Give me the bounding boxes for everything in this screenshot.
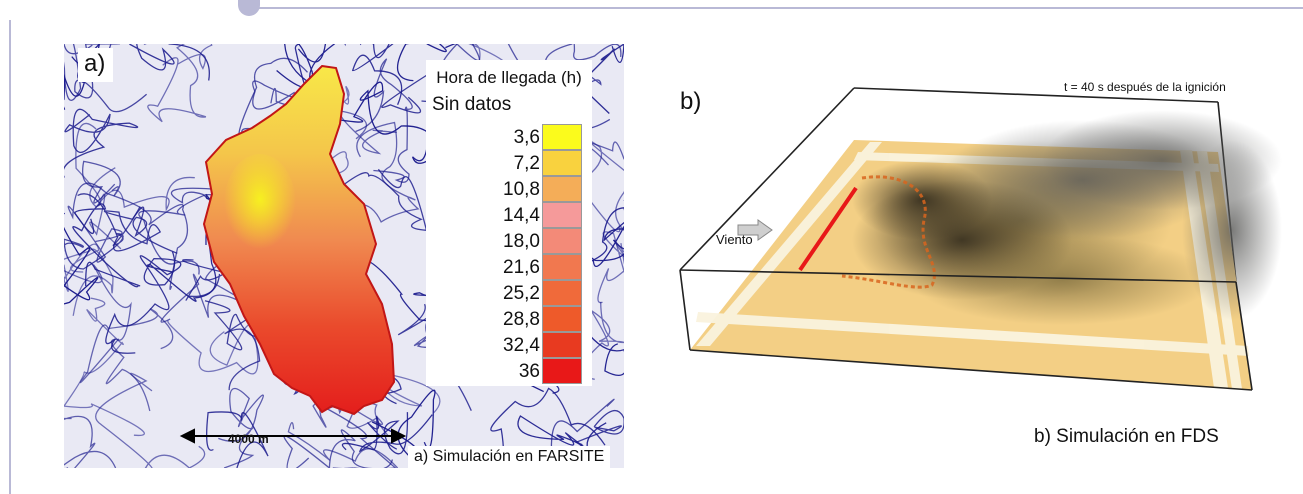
contour-line	[147, 44, 213, 123]
legend-entry-label: 10,8	[503, 179, 540, 200]
contour-line	[349, 121, 420, 223]
time-annotation: t = 40 s después de la ignición	[1064, 80, 1226, 94]
panel-b-label: b)	[680, 88, 702, 115]
legend-entry: 14,4	[426, 202, 592, 229]
legend-entry: 3,6	[426, 124, 592, 151]
contour-line	[129, 44, 210, 81]
legend-entry-swatch	[542, 228, 582, 254]
legend-entry-swatch	[542, 358, 582, 384]
scale-bar-label: 4000 m	[228, 432, 269, 446]
legend-entry-label: 7,2	[513, 153, 540, 174]
legend-entry-swatch	[542, 150, 582, 176]
contour-line	[72, 203, 141, 288]
panel-a-caption: a) Simulación en FARSITE	[408, 446, 611, 468]
contour-line	[105, 251, 182, 354]
contour-line	[64, 415, 117, 468]
legend-entry-label: 25,2	[503, 283, 540, 304]
contour-line	[339, 110, 397, 155]
legend-entry-swatch	[542, 176, 582, 202]
contour-line	[89, 167, 195, 212]
legend-no-data-label: Sin datos	[432, 94, 512, 115]
contour-line	[77, 193, 178, 254]
contour-line	[550, 409, 624, 450]
ignition-line	[798, 186, 858, 272]
contour-line	[597, 231, 624, 304]
panel-b-caption: b) Simulación en FDS	[1034, 426, 1219, 447]
contour-line	[95, 372, 206, 468]
contour-line	[355, 58, 413, 183]
contour-line	[160, 250, 244, 323]
arrival-time-legend: Hora de llegada (h) Sin datos 3,6 7,2 10,8…	[426, 60, 592, 386]
legend-entry: 28,8	[426, 306, 592, 333]
slide-top-dot	[238, 0, 260, 16]
contour-line	[218, 387, 264, 468]
legend-entry: 21,6	[426, 254, 592, 281]
panel-a-label: a)	[78, 48, 114, 82]
legend-entry: 36	[426, 358, 592, 385]
legend-entry-label: 3,6	[513, 127, 540, 148]
contour-line	[67, 182, 189, 290]
early-arrival-zone	[224, 154, 296, 254]
contour-line	[167, 320, 259, 375]
legend-entry-swatch	[542, 124, 582, 150]
legend-entry-swatch	[542, 202, 582, 228]
legend-entry: 7,2	[426, 150, 592, 177]
legend-entry: 18,0	[426, 228, 592, 255]
legend-entry-label: 32,4	[503, 335, 540, 356]
scale-bar	[179, 428, 407, 444]
contour-line	[79, 308, 174, 384]
legend-title: Hora de llegada (h)	[436, 68, 582, 87]
legend-entry-swatch	[542, 332, 582, 358]
fire-perimeter	[202, 64, 396, 416]
wind-arrow-icon	[737, 219, 773, 241]
domain-box-front	[679, 269, 1253, 391]
contour-line	[82, 160, 121, 204]
contour-line	[64, 108, 139, 178]
contour-line	[64, 297, 145, 437]
slide-left-rule	[9, 20, 11, 494]
contour-line	[283, 391, 397, 468]
wind-label: Viento	[716, 232, 753, 247]
legend-entry: 10,8	[426, 176, 592, 203]
contour-line	[341, 415, 398, 451]
contour-line	[287, 422, 399, 468]
fire-front	[841, 175, 936, 289]
contour-line	[75, 122, 122, 250]
legend-entry-swatch	[542, 280, 582, 306]
fds-simulation-image	[679, 87, 1282, 391]
legend-entry: 25,2	[426, 280, 592, 307]
smoke-plume	[852, 110, 1282, 325]
contour-line	[252, 80, 299, 110]
farsite-map-panel: Hora de llegada (h) Sin datos 3,6 7,2 10,8…	[64, 44, 624, 468]
contour-line	[64, 206, 141, 279]
contour-line	[64, 212, 99, 305]
contour-line	[281, 81, 438, 164]
contour-line	[64, 243, 114, 316]
contour-line	[344, 44, 403, 106]
contour-line	[64, 44, 93, 101]
legend-entry-label: 28,8	[503, 309, 540, 330]
fds-simulation-panel: b) t = 40 s después de la ignición Vient…	[662, 60, 1302, 460]
legend-entry-swatch	[542, 254, 582, 280]
slide-top-rule	[248, 7, 1303, 9]
legend-entry-label: 21,6	[503, 257, 540, 278]
legend-entry-swatch	[542, 306, 582, 332]
legend-entry-label: 36	[518, 361, 540, 382]
legend-entry: 32,4	[426, 332, 592, 359]
legend-entry-label: 14,4	[503, 205, 540, 226]
legend-entry-label: 18,0	[503, 231, 540, 252]
